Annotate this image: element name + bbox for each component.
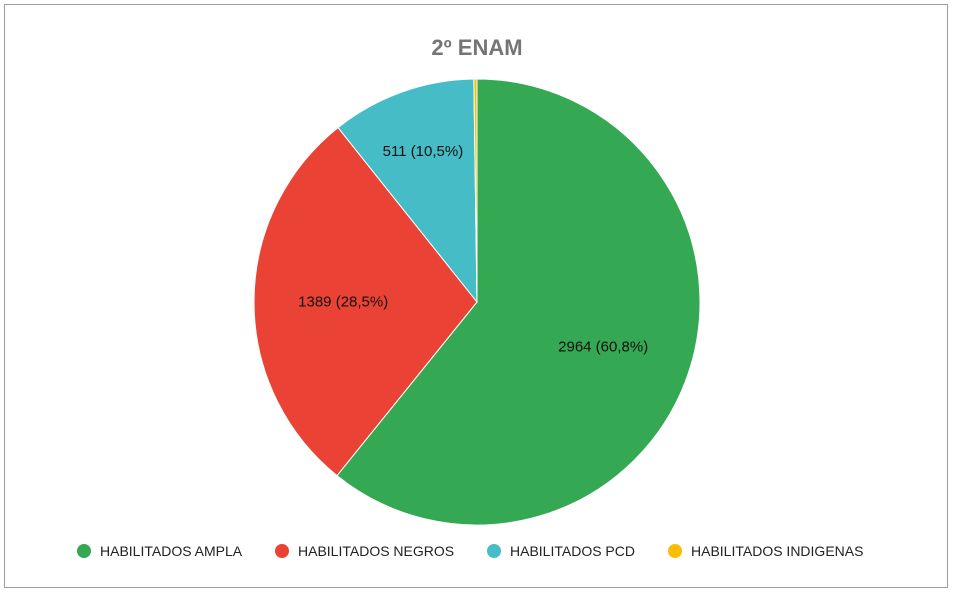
legend-label: HABILITADOS NEGROS bbox=[298, 543, 454, 559]
slice-data-label: 511 (10,5%) bbox=[383, 143, 464, 160]
legend-item-1[interactable]: HABILITADOS NEGROS bbox=[275, 543, 454, 559]
chart-frame bbox=[4, 4, 948, 588]
pie-slice-2[interactable] bbox=[337, 78, 478, 304]
pie-slice-0[interactable] bbox=[336, 78, 701, 526]
legend-marker bbox=[668, 544, 682, 558]
legend-label: HABILITADOS AMPLA bbox=[100, 543, 243, 559]
legend-label: HABILITADOS PCD bbox=[510, 543, 635, 559]
legend-item-2[interactable]: HABILITADOS PCD bbox=[487, 543, 635, 559]
legend-marker bbox=[275, 544, 289, 558]
pie-slice-1[interactable] bbox=[253, 126, 478, 477]
slice-data-label: 1389 (28,5%) bbox=[298, 294, 388, 311]
legend-item-3[interactable]: HABILITADOS INDIGENAS bbox=[668, 543, 863, 559]
legend-marker bbox=[77, 544, 91, 558]
legend-item-0[interactable]: HABILITADOS AMPLA bbox=[77, 543, 243, 559]
legend-marker bbox=[487, 544, 501, 558]
chart-title: 2º ENAM bbox=[431, 35, 522, 60]
slice-data-label: 2964 (60,8%) bbox=[558, 339, 648, 356]
legend-label: HABILITADOS INDIGENAS bbox=[691, 543, 863, 559]
pie-slice-3[interactable] bbox=[473, 78, 478, 303]
